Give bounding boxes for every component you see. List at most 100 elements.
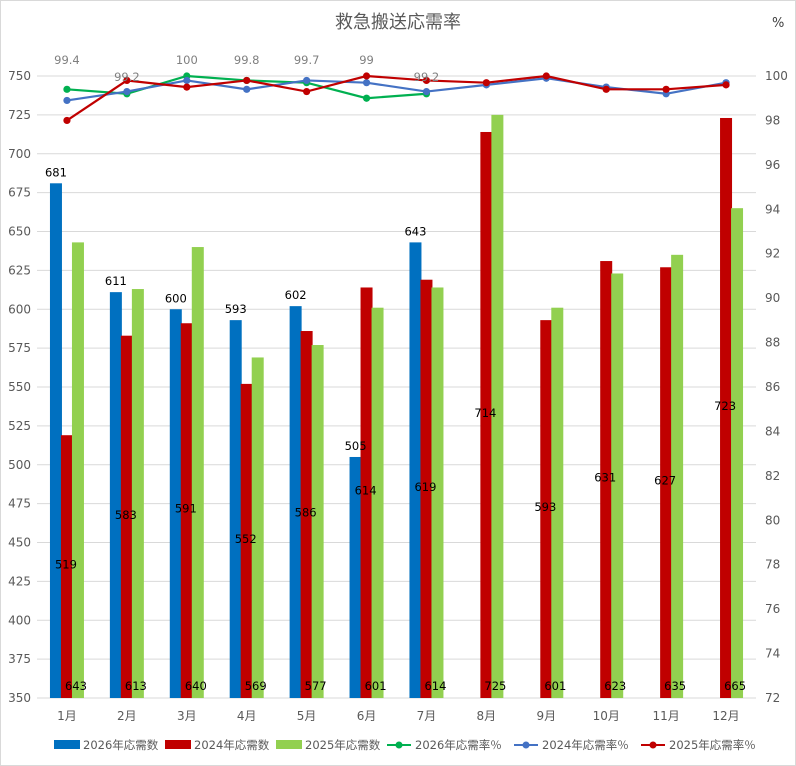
bar-2025	[551, 307, 564, 698]
bar-2025	[431, 287, 444, 698]
left-axis-tick-label: 750	[8, 69, 31, 83]
bar-data-label: 601	[544, 679, 566, 693]
left-axis-tick-label: 550	[8, 380, 31, 394]
bar-data-label: 614	[355, 484, 377, 498]
bar-2025	[611, 273, 624, 698]
right-axis-tick-label: 100	[765, 69, 788, 83]
line-marker	[362, 94, 371, 102]
line-series	[66, 74, 727, 122]
x-axis-tick-label: 4月	[237, 709, 257, 723]
legend-marker	[395, 741, 403, 749]
line-marker	[362, 72, 371, 80]
bar-2025	[131, 289, 144, 698]
right-axis-tick-label: 80	[765, 513, 780, 527]
line-marker	[542, 72, 550, 80]
legend-marker	[522, 741, 530, 749]
bar-2025	[371, 307, 384, 698]
left-axis-tick-label: 600	[8, 302, 31, 316]
bar-2024	[60, 435, 73, 698]
bar-data-label: 614	[424, 679, 446, 693]
left-axis-tick-label: 575	[8, 341, 31, 355]
left-axis-tick-label: 525	[8, 419, 31, 433]
bar-2024	[420, 279, 433, 698]
legend-swatch	[276, 740, 302, 749]
left-axis-tick-label: 350	[8, 691, 31, 705]
left-axis-tick-label: 500	[8, 458, 31, 472]
left-axis-tick-label: 700	[8, 147, 31, 161]
legend-marker	[649, 741, 657, 749]
bar-data-label: 611	[105, 274, 127, 288]
line-marker	[422, 87, 431, 96]
bar-2024	[120, 335, 133, 698]
line-marker	[482, 79, 490, 87]
left-axis-tick-label: 625	[8, 263, 31, 277]
left-axis-tick-label: 675	[8, 186, 31, 200]
bar-2025	[731, 208, 744, 699]
x-axis-tick-label: 6月	[357, 709, 377, 723]
bar-data-label: 635	[664, 679, 686, 693]
bar-data-label: 643	[404, 224, 426, 238]
right-axis-tick-label: 74	[765, 647, 780, 661]
bar-2026	[109, 292, 122, 698]
legend-label: 2026年応需数	[83, 738, 159, 752]
line-data-label: 99.2	[414, 70, 440, 84]
left-axis-tick-label: 475	[8, 497, 31, 511]
bar-2024	[480, 131, 493, 699]
line-marker	[183, 76, 191, 85]
right-axis-unit: %	[772, 16, 785, 31]
bar-data-label: 627	[654, 474, 676, 488]
line-marker	[183, 83, 191, 91]
left-axis-tick-label: 425	[8, 574, 31, 588]
bar-data-label: 583	[115, 508, 137, 522]
bar-2026	[229, 320, 242, 698]
bar-data-label: 681	[45, 165, 67, 179]
left-axis-tick-label: 400	[8, 613, 31, 627]
bar-2025	[671, 254, 684, 698]
bar-data-label: 640	[185, 679, 207, 693]
legend-swatch	[165, 740, 191, 749]
bar-2024	[540, 320, 553, 698]
bar-2024	[720, 117, 733, 699]
bar-data-label: 623	[604, 679, 626, 693]
right-axis-tick-label: 82	[765, 469, 780, 483]
legend-label: 2025年応需率％	[669, 738, 756, 752]
line-marker	[63, 96, 71, 105]
bar-2026	[409, 242, 422, 698]
legend-swatch	[54, 740, 80, 749]
x-axis-tick-label: 10月	[593, 709, 620, 723]
left-axis-tick-label: 650	[8, 225, 31, 239]
bar-data-label: 593	[225, 302, 247, 316]
bar-data-label: 600	[165, 291, 187, 305]
bar-data-label: 552	[235, 532, 257, 546]
right-axis-tick-label: 94	[765, 202, 780, 216]
bar-2026	[289, 306, 302, 698]
bar-2026	[49, 183, 62, 699]
bar-2025	[491, 114, 504, 698]
bar-data-label: 601	[365, 679, 387, 693]
bar-data-label: 714	[474, 406, 496, 420]
x-axis-tick-label: 9月	[536, 709, 556, 723]
line-series	[66, 77, 727, 102]
x-axis-tick-label: 2月	[117, 709, 137, 723]
line-marker	[243, 76, 251, 85]
line-marker	[303, 87, 311, 96]
bar-2025	[311, 345, 324, 698]
right-axis-tick-label: 86	[765, 380, 780, 394]
line-data-label: 99.8	[234, 53, 260, 67]
line-marker	[722, 81, 730, 89]
bar-2025	[71, 242, 84, 698]
line-marker	[422, 76, 431, 85]
line-data-label: 99.2	[114, 70, 140, 84]
line-marker	[662, 85, 670, 93]
line-data-label: 99	[359, 53, 374, 67]
line-marker	[602, 85, 610, 93]
right-axis-tick-label: 84	[765, 424, 780, 438]
line-marker	[123, 87, 131, 96]
bar-2024	[240, 383, 253, 698]
bar-data-label: 643	[65, 679, 87, 693]
line-marker	[243, 85, 251, 93]
bar-data-label: 725	[484, 679, 506, 693]
bar-2024	[180, 323, 193, 698]
bar-data-label: 591	[175, 502, 197, 516]
line-data-label: 99.4	[54, 53, 80, 67]
